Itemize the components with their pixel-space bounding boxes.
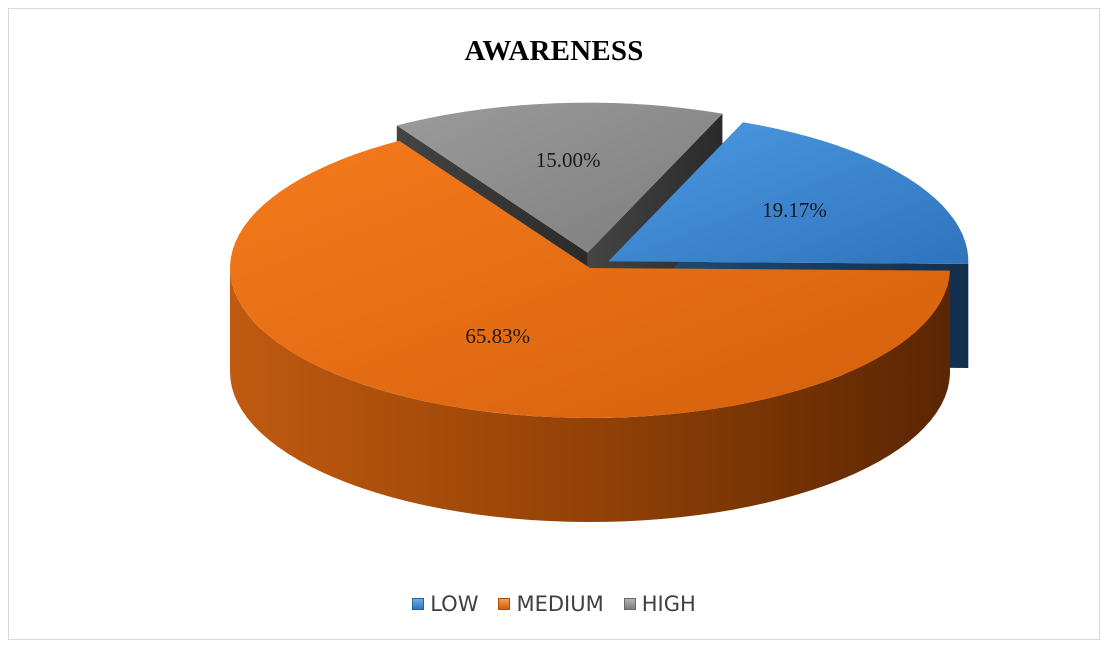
legend-label-low: LOW — [430, 592, 478, 616]
data-label-medium: 65.83% — [465, 324, 530, 348]
legend-label-medium: MEDIUM — [516, 592, 603, 616]
legend-item-low: LOW — [412, 592, 478, 616]
legend-label-high: HIGH — [642, 592, 696, 616]
legend-swatch-low — [412, 598, 424, 610]
data-label-high: 15.00% — [536, 148, 601, 172]
legend-item-high: HIGH — [624, 592, 696, 616]
legend-item-medium: MEDIUM — [498, 592, 603, 616]
legend-swatch-medium — [498, 598, 510, 610]
data-label-low: 19.17% — [762, 198, 827, 222]
chart-legend: LOW MEDIUM HIGH — [0, 592, 1108, 616]
legend-swatch-high — [624, 598, 636, 610]
